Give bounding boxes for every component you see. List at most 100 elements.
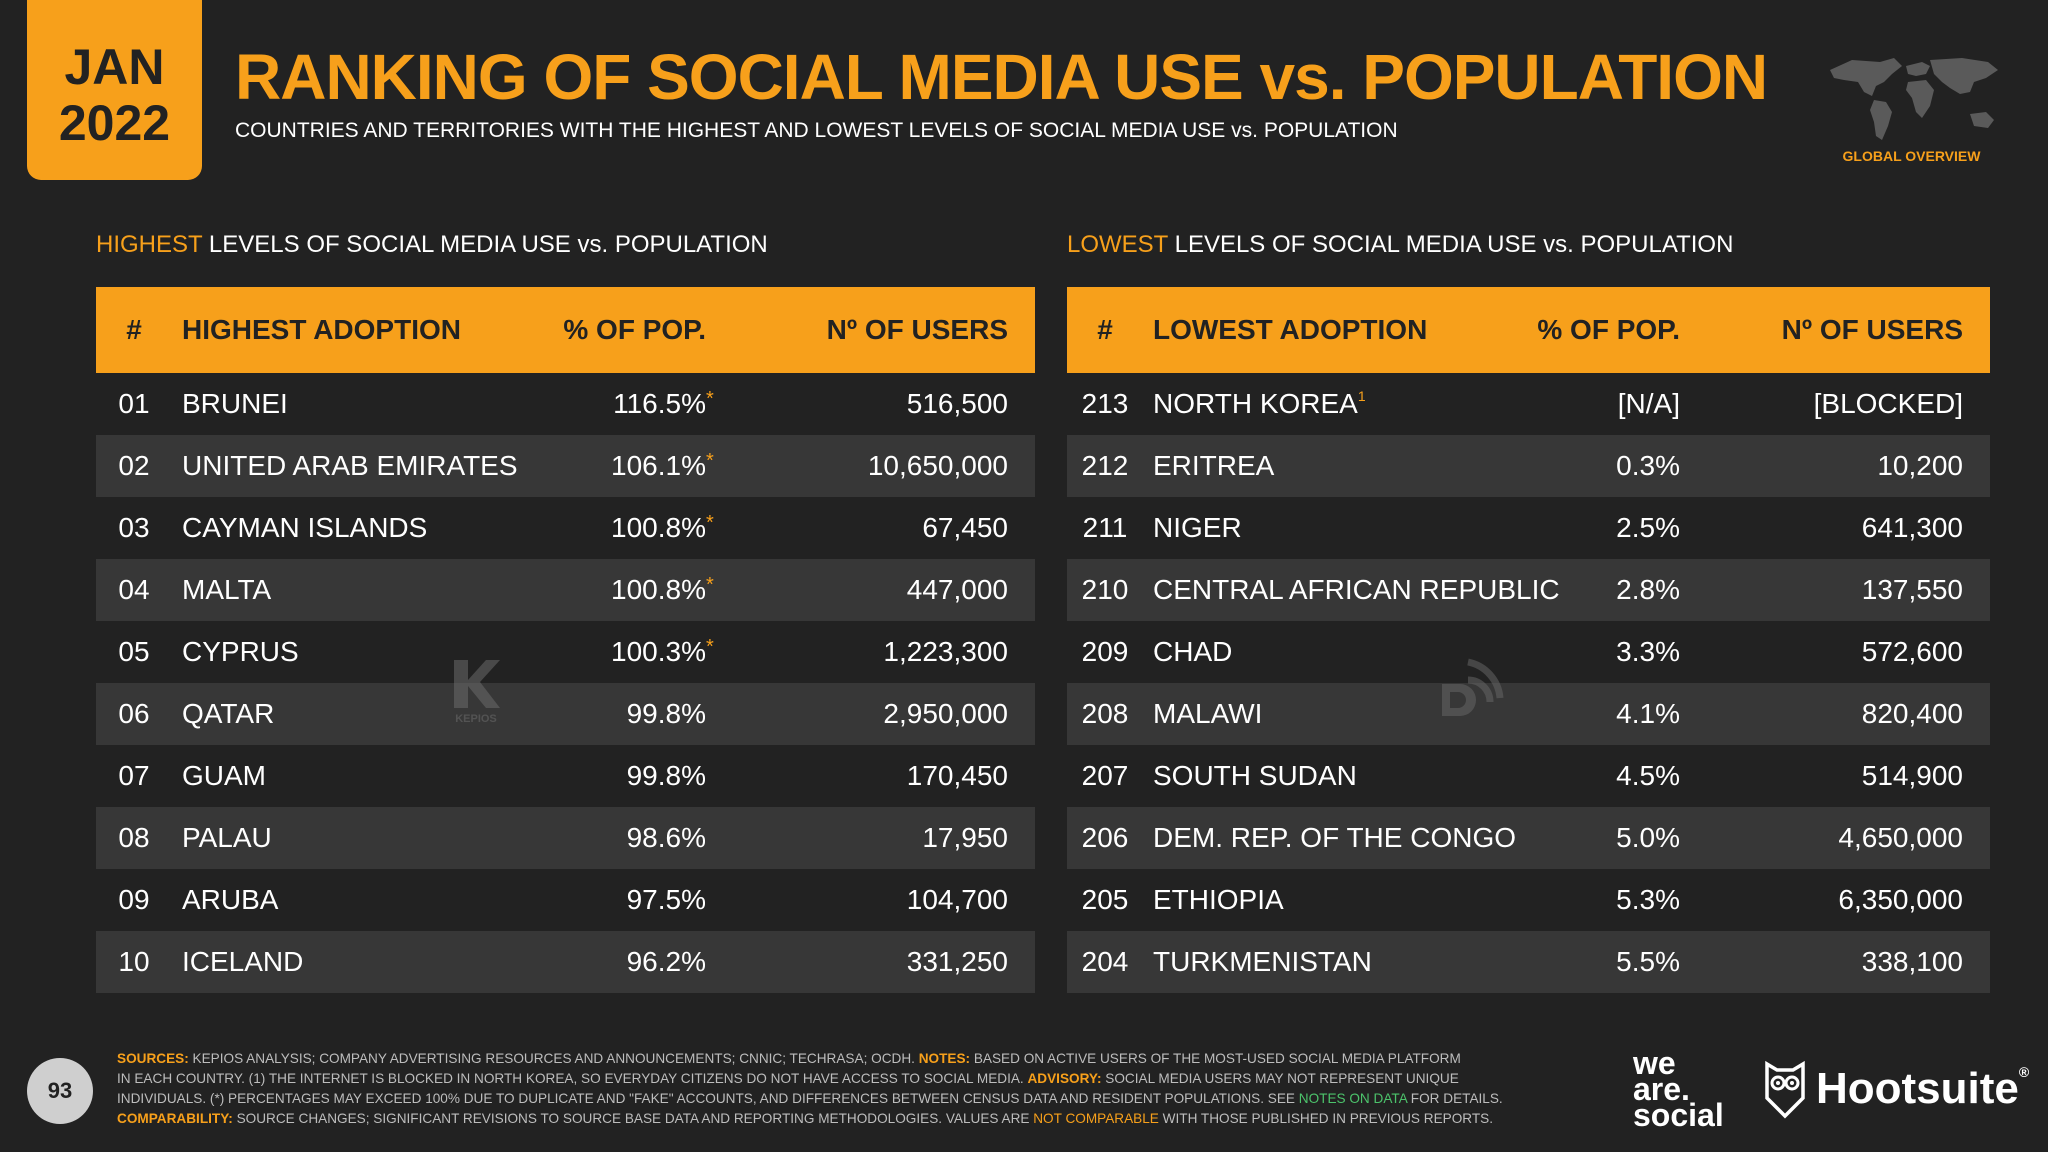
pct-value: 99.8% [626, 698, 706, 729]
datareportal-watermark-icon [1442, 658, 1504, 716]
rank-cell: 206 [1067, 807, 1143, 869]
pct-cell: [N/A] [1617, 388, 1680, 419]
pct-cell: 2.5% [1616, 512, 1680, 543]
pct-value: 97.5% [626, 884, 706, 915]
users-cell: 137,550 [1680, 559, 1990, 621]
table-row: 204 TURKMENISTAN 5.5% 338,100 [1067, 931, 1990, 993]
users-cell: 516,500 [906, 388, 1008, 419]
rank-cell: 02 [96, 435, 172, 497]
country-cell: DEM. REP. OF THE CONGO [1143, 807, 1516, 869]
table-row: 01 BRUNEI 116.5%* 516,500 [96, 373, 1035, 435]
col-num-header: # [96, 287, 172, 373]
footnote-line-4: COMPARABILITY: SOURCE CHANGES; SIGNIFICA… [117, 1109, 1577, 1129]
col-users-header: Nº OF USERS [1680, 287, 1990, 373]
table-row: 10 ICELAND 96.2% 331,250 [96, 931, 1035, 993]
rank-cell: 07 [118, 760, 150, 791]
table-row: 213 NORTH KOREA1 [N/A] [BLOCKED] [1067, 373, 1990, 435]
pct-cell: 99.8% [512, 745, 722, 807]
country-name: CENTRAL AFRICAN REPUBLIC [1153, 574, 1560, 605]
country-cell: CAYMAN ISLANDS [182, 512, 428, 543]
country-name: NIGER [1153, 512, 1242, 543]
users-cell: 10,200 [1680, 435, 1990, 497]
rank-cell: 06 [96, 683, 172, 745]
country-cell: PALAU [172, 807, 512, 869]
lowest-section-title: LOWEST LEVELS OF SOCIAL MEDIA USE vs. PO… [1067, 231, 1733, 259]
sources-text: KEPIOS ANALYSIS; COMPANY ADVERTISING RES… [188, 1051, 919, 1066]
table-row: 07 GUAM 99.8% 170,450 [96, 745, 1035, 807]
users-cell: 67,450 [922, 512, 1008, 543]
rank-cell: 10 [96, 931, 172, 993]
was-line-2: are. [1633, 1071, 1690, 1107]
table-row: 211 NIGER 2.5% 641,300 [1067, 497, 1990, 559]
users-cell: 514,900 [1861, 760, 1963, 791]
table-row: 206 DEM. REP. OF THE CONGO 5.0% 4,650,000 [1067, 807, 1990, 869]
table-row: 03 CAYMAN ISLANDS 100.8%* 67,450 [96, 497, 1035, 559]
pct-flag: * [706, 388, 714, 410]
col-country-header: LOWEST ADOPTION [1143, 287, 1483, 373]
pct-cell: 3.3% [1616, 636, 1680, 667]
advisory-text: SOCIAL MEDIA USERS MAY NOT REPRESENT UNI… [1101, 1071, 1459, 1086]
country-name: DEM. REP. OF THE CONGO [1153, 822, 1517, 853]
users-cell: 104,700 [906, 884, 1008, 915]
page-number: 93 [27, 1058, 93, 1124]
highest-section-highlight: HIGHEST [96, 231, 203, 258]
country-name: CHAD [1153, 636, 1233, 667]
kepios-watermark-label: KEPIOS [455, 713, 497, 724]
col-pct-header: % OF POP. [1483, 287, 1680, 373]
sources-label: SOURCES: [117, 1051, 189, 1066]
pct-value: 96.2% [626, 946, 706, 977]
page-title: RANKING OF SOCIAL MEDIA USE vs. POPULATI… [235, 41, 1768, 113]
comparability-label: COMPARABILITY: [117, 1111, 233, 1126]
badge-month: JAN [64, 39, 165, 95]
users-cell: 4,650,000 [1680, 807, 1990, 869]
pct-cell: 96.2% [512, 931, 722, 993]
users-cell: 820,400 [1680, 683, 1990, 745]
country-cell: SOUTH SUDAN [1143, 745, 1483, 807]
users-cell: 170,450 [906, 760, 1008, 791]
country-cell: ARUBA [182, 884, 279, 915]
pct-cell: 106.1%* [512, 435, 722, 497]
table-row: 08 PALAU 98.6% 17,950 [96, 807, 1035, 869]
lowest-section-rest: LEVELS OF SOCIAL MEDIA USE vs. POPULATIO… [1167, 231, 1734, 258]
users-cell: 641,300 [1861, 512, 1963, 543]
users-cell: 17,950 [722, 807, 1035, 869]
hootsuite-owl-icon [1765, 1060, 1805, 1119]
rank-cell: 08 [96, 807, 172, 869]
pct-cell: 116.5%* [512, 373, 722, 435]
country-name: TURKMENISTAN [1153, 946, 1372, 977]
pct-cell: 100.8%* [512, 497, 722, 559]
highest-section-rest: LEVELS OF SOCIAL MEDIA USE vs. POPULATIO… [202, 231, 768, 258]
users-cell: 10,650,000 [722, 435, 1035, 497]
note-star-text-end: FOR DETAILS. [1407, 1091, 1503, 1106]
pct-cell: 4.1% [1483, 683, 1680, 745]
rank-cell: 204 [1067, 931, 1143, 993]
we-are-social-logo: we are. social [1633, 1047, 1724, 1133]
rank-cell: 213 [1081, 388, 1129, 419]
pct-cell: 0.3% [1483, 435, 1680, 497]
footnote-line-3: INDIVIDUALS. (*) PERCENTAGES MAY EXCEED … [117, 1089, 1577, 1109]
footnote-line-1: SOURCES: KEPIOS ANALYSIS; COMPANY ADVERT… [117, 1049, 1577, 1069]
rank-cell: 212 [1067, 435, 1143, 497]
pct-value: 100.3% [611, 636, 706, 667]
country-cell: MALTA [172, 559, 512, 621]
country-name: ETHIOPIA [1153, 884, 1284, 915]
rank-cell: 207 [1081, 760, 1129, 791]
lowest-table: # LOWEST ADOPTION % OF POP. Nº OF USERS … [1067, 287, 1990, 993]
was-line-3: social [1633, 1097, 1724, 1133]
date-badge: JAN 2022 [27, 0, 202, 180]
rank-cell: 03 [118, 512, 150, 543]
country-cell: CYPRUS [182, 636, 299, 667]
footnotes: SOURCES: KEPIOS ANALYSIS; COMPANY ADVERT… [117, 1049, 1577, 1129]
country-cell: UNITED ARAB EMIRATES [172, 435, 518, 497]
country-name: SOUTH SUDAN [1153, 760, 1357, 791]
notes-on-data-link[interactable]: NOTES ON DATA [1298, 1091, 1408, 1106]
rank-cell: 205 [1081, 884, 1129, 915]
pct-value: 106.1% [611, 450, 706, 481]
country-cell: BRUNEI [182, 388, 288, 419]
lowest-section-highlight: LOWEST [1067, 231, 1168, 258]
table-row: 04 MALTA 100.8%* 447,000 [96, 559, 1035, 621]
advisory-label: ADVISORY: [1027, 1071, 1102, 1086]
notes-label: NOTES: [918, 1051, 971, 1066]
country-cell: GUAM [182, 760, 266, 791]
pct-value: 99.8% [626, 760, 706, 791]
